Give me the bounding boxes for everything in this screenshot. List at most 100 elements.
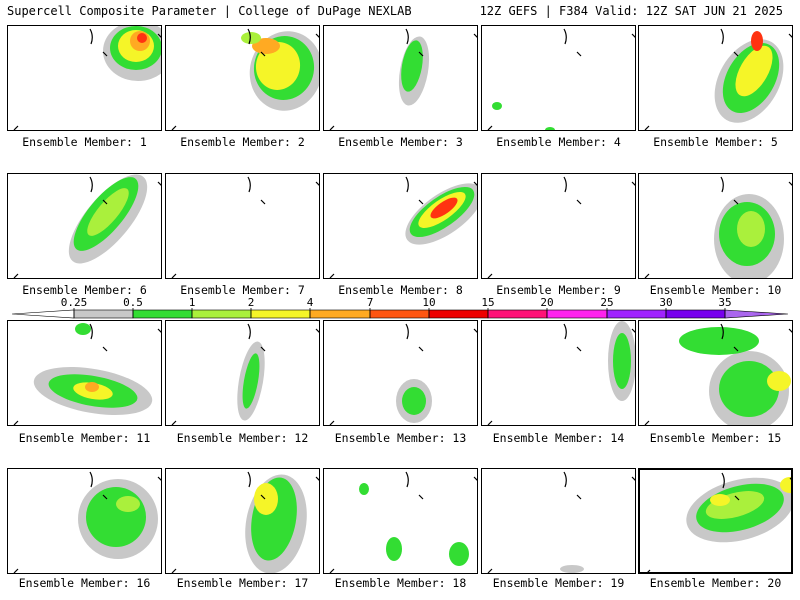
scp-field-map xyxy=(644,28,792,130)
member-label-6: Ensemble Member: 6 xyxy=(22,283,147,297)
member-label-11: Ensemble Member: 11 xyxy=(18,431,151,445)
colorbar-segment xyxy=(606,309,667,319)
coastline-outline xyxy=(329,323,477,425)
colorbar-tick-label: 0.25 xyxy=(60,296,88,309)
colorbar-segment xyxy=(665,309,726,319)
scp-contour-blob xyxy=(255,42,301,90)
colorbar-tick-label: 30 xyxy=(659,296,673,309)
scp-contour-blob xyxy=(780,477,791,493)
scp-contour-blob xyxy=(254,483,278,515)
scp-field-map xyxy=(13,323,161,425)
member-label-9: Ensemble Member: 9 xyxy=(496,283,621,297)
map-panel-member-20 xyxy=(638,468,793,574)
coastline-outline xyxy=(13,323,161,425)
scp-contour-blob xyxy=(86,487,146,547)
colorbar-segment xyxy=(428,309,489,319)
coastline-outline xyxy=(487,176,635,278)
scp-contour-blob xyxy=(87,188,129,236)
colorbar-tick-label: 7 xyxy=(366,296,374,309)
member-label-13: Ensemble Member: 13 xyxy=(334,431,467,445)
map-panel-member-4 xyxy=(481,25,636,131)
map-panel-member-10 xyxy=(638,173,793,279)
colorbar-segment xyxy=(12,309,75,319)
member-label-10: Ensemble Member: 10 xyxy=(649,283,782,297)
coastline-outline xyxy=(487,323,635,425)
member-label-8: Ensemble Member: 8 xyxy=(338,283,463,297)
member-label-12: Ensemble Member: 12 xyxy=(176,431,309,445)
scp-contour-blob xyxy=(241,32,261,44)
member-label-2: Ensemble Member: 2 xyxy=(180,135,305,149)
scp-contour-blob xyxy=(430,197,458,219)
coastline-outline xyxy=(487,471,635,573)
map-panel-member-15 xyxy=(638,320,793,426)
member-label-7: Ensemble Member: 7 xyxy=(180,283,305,297)
map-panel-member-7 xyxy=(165,173,320,279)
scp-field-map xyxy=(647,472,791,572)
scp-field-map xyxy=(13,471,161,573)
scp-contour-blob xyxy=(767,371,791,391)
colorbar-tick-label: 35 xyxy=(718,296,732,309)
map-title: Supercell Composite Parameter | College … xyxy=(7,4,412,18)
map-panel-member-19 xyxy=(481,468,636,574)
scp-contour-blob xyxy=(402,387,426,415)
scp-field-map xyxy=(644,176,792,278)
member-label-4: Ensemble Member: 4 xyxy=(496,135,621,149)
map-panel-member-18 xyxy=(323,468,478,574)
scp-contour-blob xyxy=(75,323,91,335)
scp-contour-blob xyxy=(359,483,369,495)
scp-contour-blob xyxy=(613,333,631,389)
scp-field-map xyxy=(13,26,161,130)
map-panel-member-14 xyxy=(481,320,636,426)
scp-contour-blob xyxy=(560,565,584,573)
member-label-1: Ensemble Member: 1 xyxy=(22,135,147,149)
colorbar-segment xyxy=(191,309,252,319)
scp-field-map xyxy=(171,471,319,573)
colorbar-tick-label: 4 xyxy=(306,296,314,309)
map-panel-member-9 xyxy=(481,173,636,279)
member-label-17: Ensemble Member: 17 xyxy=(176,576,309,590)
colorbar-segment xyxy=(309,309,371,319)
coastline-outline xyxy=(487,28,635,130)
scp-field-map xyxy=(487,471,635,573)
member-label-18: Ensemble Member: 18 xyxy=(334,576,467,590)
colorbar-tick-label: 15 xyxy=(481,296,495,309)
coastline-outline xyxy=(171,323,319,425)
scp-field-map xyxy=(487,321,635,425)
colorbar-segment xyxy=(250,309,311,319)
map-panel-member-16 xyxy=(7,468,162,574)
map-panel-member-5 xyxy=(638,25,793,131)
map-panel-member-1 xyxy=(7,25,162,131)
scp-field-map xyxy=(487,28,635,130)
member-label-19: Ensemble Member: 19 xyxy=(492,576,625,590)
colorbar-segment xyxy=(487,309,548,319)
coastline-outline xyxy=(329,176,477,278)
coastline-outline xyxy=(171,471,319,573)
scp-contour-blob xyxy=(386,537,402,561)
colorbar-tick-label: 25 xyxy=(600,296,614,309)
coastline-outline xyxy=(13,28,161,130)
map-panel-member-12 xyxy=(165,320,320,426)
scp-contour-blob xyxy=(545,127,555,130)
colorbar-segment xyxy=(724,309,788,319)
scp-field-map xyxy=(171,28,319,130)
scp-contour-blob xyxy=(401,40,423,92)
scp-field-map xyxy=(329,28,477,130)
scp-contour-blob xyxy=(252,38,280,54)
map-panel-member-13 xyxy=(323,320,478,426)
scp-field-map xyxy=(329,176,477,278)
coastline-outline xyxy=(644,28,792,130)
member-label-3: Ensemble Member: 3 xyxy=(338,135,463,149)
scp-contour-blob xyxy=(137,33,147,43)
colorbar-tick-label: 10 xyxy=(422,296,436,309)
scp-contour-blob xyxy=(492,102,502,110)
colorbar-segment xyxy=(546,309,608,319)
member-label-15: Ensemble Member: 15 xyxy=(649,431,782,445)
scp-contour-blob xyxy=(679,327,759,355)
scp-field-map xyxy=(171,323,319,425)
map-panel-member-17 xyxy=(165,468,320,574)
colorbar-segment xyxy=(73,309,134,319)
map-panel-member-11 xyxy=(7,320,162,426)
scp-field-map xyxy=(329,471,477,573)
scp-field-map xyxy=(487,176,635,278)
member-label-5: Ensemble Member: 5 xyxy=(653,135,778,149)
